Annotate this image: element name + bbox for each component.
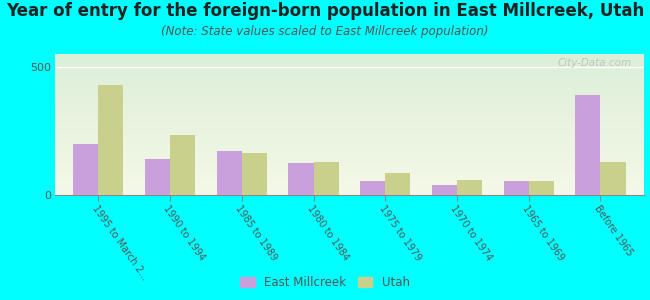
Bar [98,85,124,195]
Bar [289,163,313,195]
Bar [432,185,457,195]
Bar [528,181,554,195]
Text: (Note: State values scaled to East Millcreek population): (Note: State values scaled to East Millc… [161,26,489,38]
Text: Year of entry for the foreign-born population in East Millcreek, Utah: Year of entry for the foreign-born popul… [6,2,644,20]
Bar [575,95,601,195]
Bar [385,173,410,195]
Bar [601,162,625,195]
Bar [216,152,242,195]
Bar [73,144,98,195]
Bar [360,181,385,195]
Bar [313,162,339,195]
Bar [242,153,267,195]
Bar [170,135,195,195]
Bar [504,181,528,195]
Text: City-Data.com: City-Data.com [558,58,632,68]
Legend: East Millcreek, Utah: East Millcreek, Utah [236,272,414,294]
Bar [145,159,170,195]
Bar [457,180,482,195]
